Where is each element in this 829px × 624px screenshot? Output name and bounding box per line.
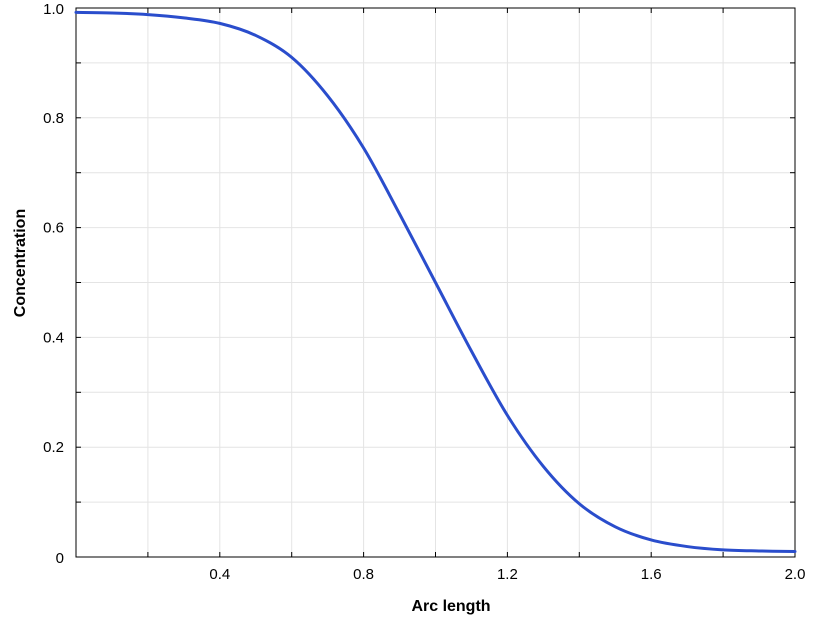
x-axis-title: Arc length [411,598,490,615]
x-tick-label: 0.4 [209,566,230,583]
y-tick-label: 0.2 [43,439,64,456]
series-line-0 [74,10,797,554]
y-axis-tick-labels: 0 0.2 0.4 0.6 0.8 1.0 [43,1,64,567]
x-tick-label: 0.8 [353,566,374,583]
series-layer [74,10,797,554]
y-tick-label: 0 [56,550,64,567]
x-tick-label: 2.0 [785,566,806,583]
x-tick-label: 1.6 [641,566,662,583]
y-tick-label: 0.8 [43,110,64,127]
x-tick-label: 1.2 [497,566,518,583]
y-tick-label: 0.4 [43,329,64,346]
y-tick-label: 0.6 [43,220,64,237]
axis-ticks [76,8,795,557]
x-axis-tick-labels: 0.4 0.8 1.2 1.6 2.0 [209,566,805,583]
y-axis-title: Concentration [12,209,29,317]
y-tick-label: 1.0 [43,1,64,18]
